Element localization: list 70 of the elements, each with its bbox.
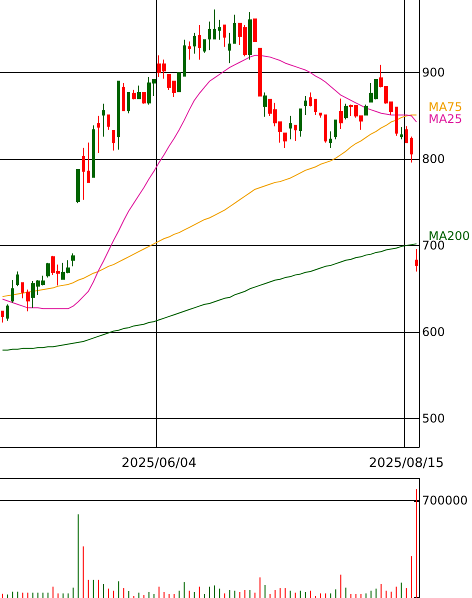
candlestick — [92, 124, 95, 178]
candlestick — [132, 89, 136, 100]
candlestick — [71, 252, 75, 267]
candlestick — [177, 72, 181, 92]
candlestick — [400, 126, 403, 140]
y-tick-label: 600 — [422, 325, 445, 340]
x-tick-label: 2025/06/04 — [122, 456, 196, 471]
candlestick — [324, 114, 327, 144]
candlestick — [294, 124, 297, 142]
candlestick — [223, 24, 226, 48]
candlestick — [283, 132, 287, 148]
candlestick — [26, 289, 30, 312]
candlestick — [127, 92, 130, 114]
candlestick — [289, 115, 292, 140]
candlestick — [364, 104, 368, 116]
candlestick — [117, 80, 120, 150]
line-series — [2, 243, 417, 351]
candlestick — [319, 112, 322, 118]
candlestick — [11, 280, 14, 304]
candlestick — [183, 39, 186, 77]
candlestick — [198, 24, 201, 60]
candlestick — [304, 95, 307, 116]
y-tick-label: 900 — [422, 66, 445, 80]
y-tick-label: 800 — [422, 152, 445, 166]
candlestick — [410, 136, 413, 164]
candlestick — [97, 115, 100, 154]
candlestick — [21, 282, 24, 299]
candlestick — [258, 48, 262, 96]
candlestick — [339, 98, 343, 130]
x-tick-label: 2025/08/15 — [368, 456, 444, 471]
candlestick — [314, 98, 317, 116]
candlestick — [263, 92, 267, 118]
candlestick — [415, 248, 418, 272]
candlestick — [218, 19, 221, 40]
candlestick — [1, 310, 4, 323]
candlestick — [203, 39, 206, 54]
candlestick — [213, 9, 216, 40]
candlestick — [102, 103, 105, 138]
candlestick — [253, 18, 257, 42]
candlestick — [112, 130, 115, 151]
candlestick — [309, 92, 312, 107]
candlestick — [16, 270, 19, 287]
candlestick — [299, 108, 302, 138]
candlestick — [228, 32, 231, 64]
candlestick — [248, 12, 252, 60]
candlestick — [344, 103, 348, 120]
candlestick — [76, 168, 80, 204]
candlestick — [334, 120, 337, 140]
candlestick — [329, 130, 332, 148]
candlestick — [137, 85, 141, 100]
y-tick-label: 700 — [422, 238, 445, 253]
candlestick — [46, 262, 50, 278]
candlestick — [405, 126, 408, 144]
candlestick — [395, 106, 398, 136]
candlestick — [82, 147, 85, 200]
candlestick — [193, 32, 196, 54]
candlestick — [6, 304, 9, 322]
candlestick — [142, 92, 146, 104]
series-label: MA25 — [428, 112, 462, 126]
line-series — [2, 54, 417, 310]
candlestick — [188, 41, 191, 60]
line-series — [2, 114, 417, 298]
candlestick — [122, 82, 125, 112]
y-tick-label: 700000 — [422, 493, 468, 508]
candlestick — [233, 14, 236, 44]
y-tick-label: 500 — [422, 411, 445, 426]
candlestick — [107, 114, 110, 130]
candlestick — [208, 21, 211, 51]
candlestick — [87, 142, 90, 183]
series-label: MA75 — [428, 100, 462, 114]
